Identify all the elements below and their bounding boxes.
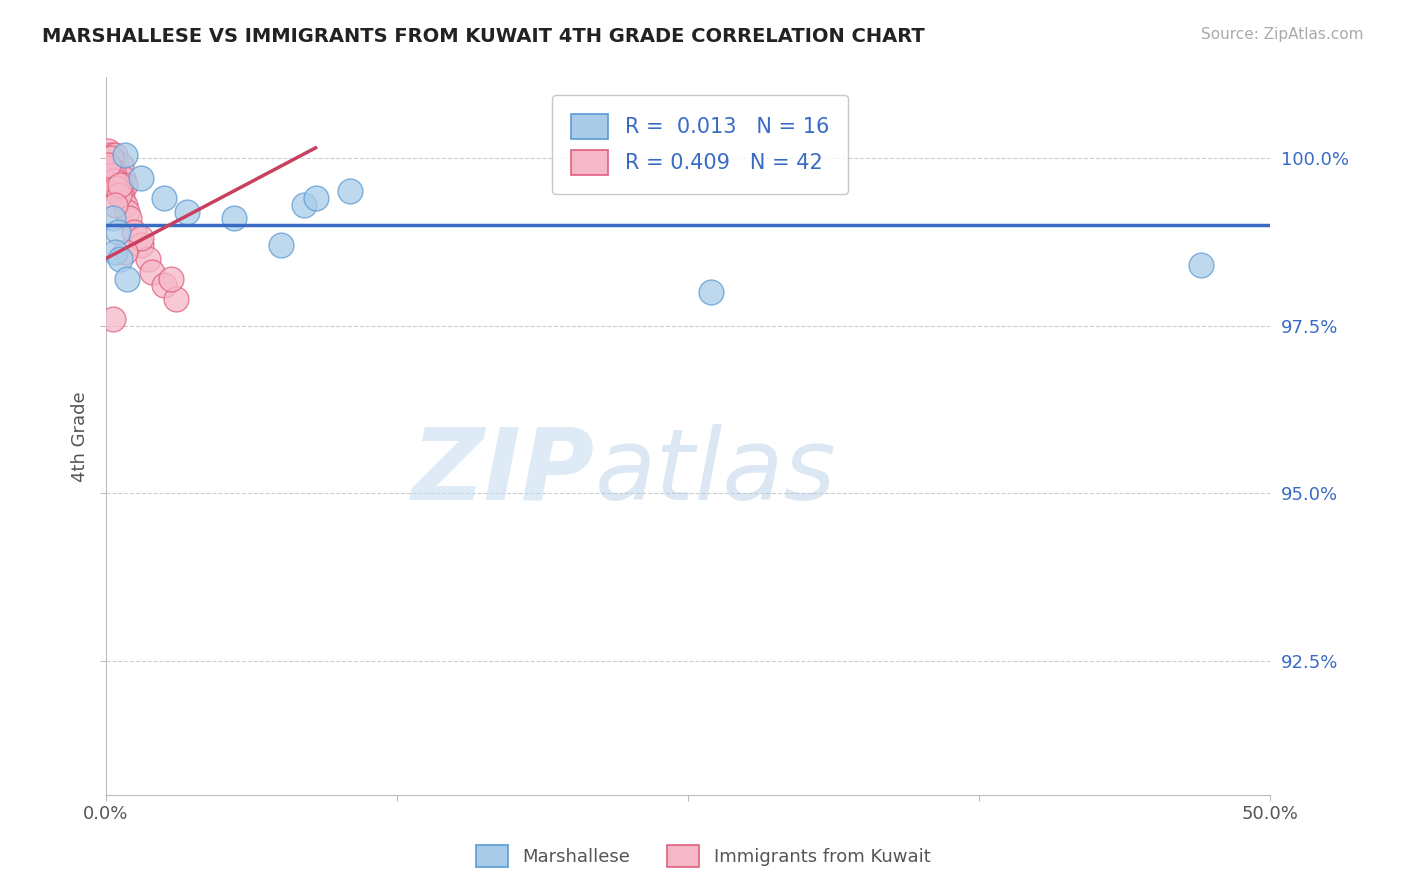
Point <box>114 244 136 259</box>
Point <box>101 311 124 326</box>
Point <box>104 198 127 212</box>
Text: atlas: atlas <box>595 424 837 521</box>
Point <box>101 161 124 175</box>
Point <box>304 191 326 205</box>
Point <box>141 265 163 279</box>
Point <box>153 191 176 205</box>
Point <box>339 185 361 199</box>
Point <box>222 211 245 226</box>
Point <box>97 158 120 172</box>
Point <box>107 187 129 202</box>
Point <box>114 178 136 192</box>
Point <box>160 271 183 285</box>
Point <box>115 204 138 219</box>
Point <box>110 158 132 172</box>
Point <box>101 211 124 226</box>
Point <box>1189 258 1212 272</box>
Point <box>270 238 292 252</box>
Point <box>101 164 124 178</box>
Y-axis label: 4th Grade: 4th Grade <box>72 391 89 482</box>
Point <box>112 171 135 186</box>
Point <box>118 211 141 226</box>
Point <box>115 271 138 285</box>
Point <box>97 158 120 172</box>
Point <box>108 185 131 199</box>
Point <box>153 278 176 293</box>
Point <box>114 147 136 161</box>
Legend: R =  0.013   N = 16, R = 0.409   N = 42: R = 0.013 N = 16, R = 0.409 N = 42 <box>551 95 848 194</box>
Point <box>176 204 198 219</box>
Point <box>136 252 159 266</box>
Point <box>98 161 121 175</box>
Point <box>97 145 120 159</box>
Point <box>111 191 134 205</box>
Point <box>100 158 122 172</box>
Point <box>98 151 121 165</box>
Point <box>104 244 127 259</box>
Point <box>108 178 131 192</box>
Point <box>108 252 131 266</box>
Point <box>100 147 122 161</box>
Point <box>107 225 129 239</box>
Legend: Marshallese, Immigrants from Kuwait: Marshallese, Immigrants from Kuwait <box>468 838 938 874</box>
Point <box>105 158 128 172</box>
Point <box>107 171 129 186</box>
Point <box>129 238 152 252</box>
Point <box>292 198 315 212</box>
Point <box>107 178 129 192</box>
Text: ZIP: ZIP <box>412 424 595 521</box>
Point <box>165 292 187 306</box>
Point <box>111 185 134 199</box>
Point <box>122 225 145 239</box>
Text: MARSHALLESE VS IMMIGRANTS FROM KUWAIT 4TH GRADE CORRELATION CHART: MARSHALLESE VS IMMIGRANTS FROM KUWAIT 4T… <box>42 27 925 45</box>
Point <box>103 174 125 188</box>
Text: Source: ZipAtlas.com: Source: ZipAtlas.com <box>1201 27 1364 42</box>
Point <box>108 178 131 192</box>
Point <box>114 198 136 212</box>
Point <box>700 285 723 299</box>
Point <box>129 171 152 186</box>
Point <box>105 181 128 195</box>
Point <box>129 231 152 245</box>
Point <box>100 151 122 165</box>
Point <box>104 147 127 161</box>
Point <box>103 164 125 178</box>
Point <box>100 168 122 182</box>
Point <box>107 168 129 182</box>
